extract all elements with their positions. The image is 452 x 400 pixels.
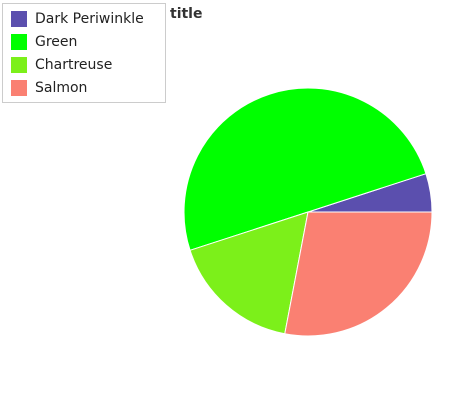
pie-slice-chartreuse [189,211,309,335]
legend-label-chartreuse: Chartreuse [35,57,113,73]
pie-slices [183,87,433,337]
legend-label-salmon: Salmon [35,80,88,96]
legend-label-dark-periwinkle: Dark Periwinkle [35,11,144,27]
chart-title: title [170,6,203,22]
legend: Dark Periwinkle Green Chartreuse Salmon [2,3,166,103]
legend-swatch-dark-periwinkle [11,11,27,27]
legend-swatch-green [11,34,27,50]
legend-item-green: Green [11,33,77,51]
legend-swatch-chartreuse [11,57,27,73]
pie-slice-salmon [284,211,433,337]
legend-item-dark-periwinkle: Dark Periwinkle [11,10,144,28]
legend-label-green: Green [35,34,78,50]
pie-slice-green [183,87,427,251]
legend-item-salmon: Salmon [11,79,87,97]
legend-item-chartreuse: Chartreuse [11,56,112,74]
legend-swatch-salmon [11,80,27,96]
